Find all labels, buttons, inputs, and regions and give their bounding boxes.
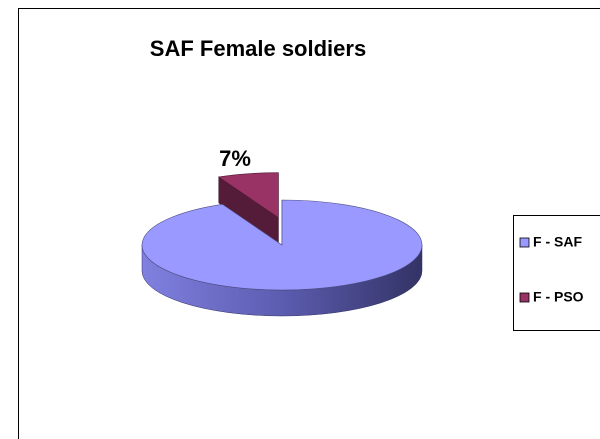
data-label: 7% bbox=[219, 146, 251, 171]
legend-swatch bbox=[519, 292, 530, 303]
legend-box bbox=[513, 215, 600, 331]
legend-swatch bbox=[519, 237, 530, 248]
legend-label: F - SAF bbox=[533, 234, 582, 250]
chart-title: SAF Female soldiers bbox=[150, 36, 366, 61]
legend-label: F - PSO bbox=[533, 289, 584, 305]
pie-slice bbox=[141, 199, 423, 291]
pie-slice bbox=[217, 172, 279, 219]
